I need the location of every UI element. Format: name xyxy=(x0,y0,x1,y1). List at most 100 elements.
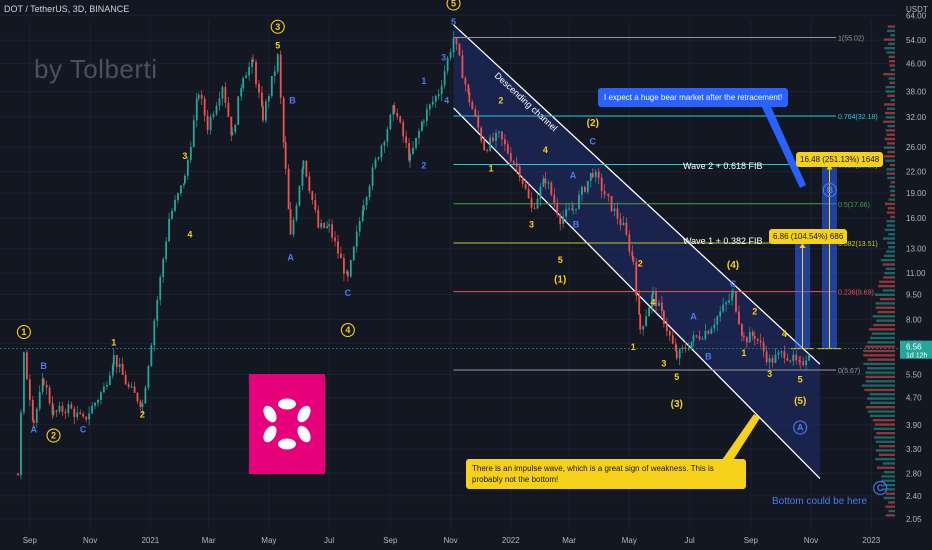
candle-body xyxy=(361,210,364,222)
volume-bar xyxy=(872,418,895,422)
candle-body xyxy=(412,147,414,154)
candle-body xyxy=(704,330,707,339)
candle-body xyxy=(722,304,725,312)
volume-bar xyxy=(878,453,895,457)
candle-body xyxy=(795,354,798,361)
candle-body xyxy=(85,416,88,420)
candle-body xyxy=(186,159,189,176)
candle-body xyxy=(20,412,22,476)
candle-body xyxy=(242,78,245,89)
candle-body xyxy=(568,208,570,210)
volume-bar xyxy=(885,267,895,271)
candle-body xyxy=(536,198,539,209)
candle-body xyxy=(440,85,443,95)
candle-body xyxy=(480,127,483,141)
volume-bar xyxy=(887,94,895,97)
bottom-note: Bottom could be here xyxy=(772,496,868,507)
candle-body xyxy=(731,293,733,301)
y-tick-label: 46.00 xyxy=(906,60,927,69)
candle-body xyxy=(308,176,311,192)
volume-bar xyxy=(890,181,895,184)
candle-body xyxy=(218,98,221,106)
candle-body xyxy=(474,109,477,116)
candle-body xyxy=(139,401,142,407)
candle-body xyxy=(141,403,144,407)
volume-bar xyxy=(875,440,895,444)
bear-callout-pointer xyxy=(760,100,806,188)
candle-body xyxy=(105,384,108,387)
volume-bar xyxy=(889,64,895,67)
volume-bar xyxy=(888,55,895,59)
x-tick-label: May xyxy=(622,536,637,545)
candle-body xyxy=(492,137,494,141)
volume-bar xyxy=(885,514,895,517)
volume-profile xyxy=(861,25,895,517)
wave-label: C xyxy=(345,288,352,298)
volume-bar xyxy=(868,328,895,331)
volume-bar xyxy=(886,211,895,214)
channel-upper xyxy=(453,24,821,365)
candle-body xyxy=(58,405,61,412)
volume-bar xyxy=(887,142,895,145)
candle-body xyxy=(591,173,594,178)
impulse-callout-pointer xyxy=(722,414,760,462)
wave-label: 3 xyxy=(182,151,187,161)
candle-body xyxy=(112,354,115,365)
volume-bar xyxy=(867,341,895,344)
candle-body xyxy=(334,237,336,242)
candle-body xyxy=(221,87,224,99)
volume-bar xyxy=(864,388,895,392)
candle-body xyxy=(302,160,305,169)
volume-bar xyxy=(887,25,895,28)
candle-body xyxy=(678,349,681,359)
candle-body xyxy=(159,277,162,300)
candle-body xyxy=(515,163,518,167)
candle-body xyxy=(632,256,635,262)
y-tick-label: 64.00 xyxy=(906,11,927,20)
volume-bar xyxy=(867,397,895,400)
volume-bar xyxy=(886,133,895,136)
candle-body xyxy=(91,405,93,414)
candle-body xyxy=(808,355,810,361)
volume-bar xyxy=(877,284,895,288)
volume-bar xyxy=(863,354,895,357)
candle-body xyxy=(264,101,267,121)
candle-body xyxy=(687,348,690,350)
candle-body xyxy=(252,59,254,62)
candle-body xyxy=(55,410,58,412)
wave-label: B xyxy=(289,96,296,106)
volume-bar xyxy=(886,51,895,54)
volume-bar xyxy=(889,163,895,167)
candle-body xyxy=(651,295,653,308)
volume-bar xyxy=(888,42,895,46)
candle-body xyxy=(789,360,792,362)
wave-label: 4 xyxy=(543,145,548,155)
volume-bar xyxy=(889,185,895,188)
candle-body xyxy=(610,195,613,212)
candle-body xyxy=(156,299,159,321)
wave-circle xyxy=(446,0,461,11)
candle-body xyxy=(762,342,765,352)
candle-body xyxy=(206,115,209,131)
candle-body xyxy=(524,184,527,189)
candle-body xyxy=(171,210,173,219)
volume-bar xyxy=(870,401,895,405)
fib-label: 0.382(13.51) xyxy=(838,241,878,248)
candle-body xyxy=(130,386,133,388)
candle-body xyxy=(542,178,545,187)
candle-body xyxy=(710,328,713,334)
volume-bar xyxy=(886,250,895,253)
candle-body xyxy=(428,104,431,110)
candle-body xyxy=(581,187,583,195)
candle-body xyxy=(461,55,464,79)
candle-body xyxy=(64,411,67,413)
volume-bar xyxy=(883,496,895,500)
candle-body xyxy=(383,141,386,146)
candle-body xyxy=(512,161,515,164)
volume-bar xyxy=(865,371,895,374)
y-tick-label: 54.00 xyxy=(906,36,927,45)
candle-body xyxy=(675,350,678,359)
wave-label: 5 xyxy=(674,372,679,382)
volume-bar xyxy=(867,367,895,370)
candle-body xyxy=(240,88,243,97)
